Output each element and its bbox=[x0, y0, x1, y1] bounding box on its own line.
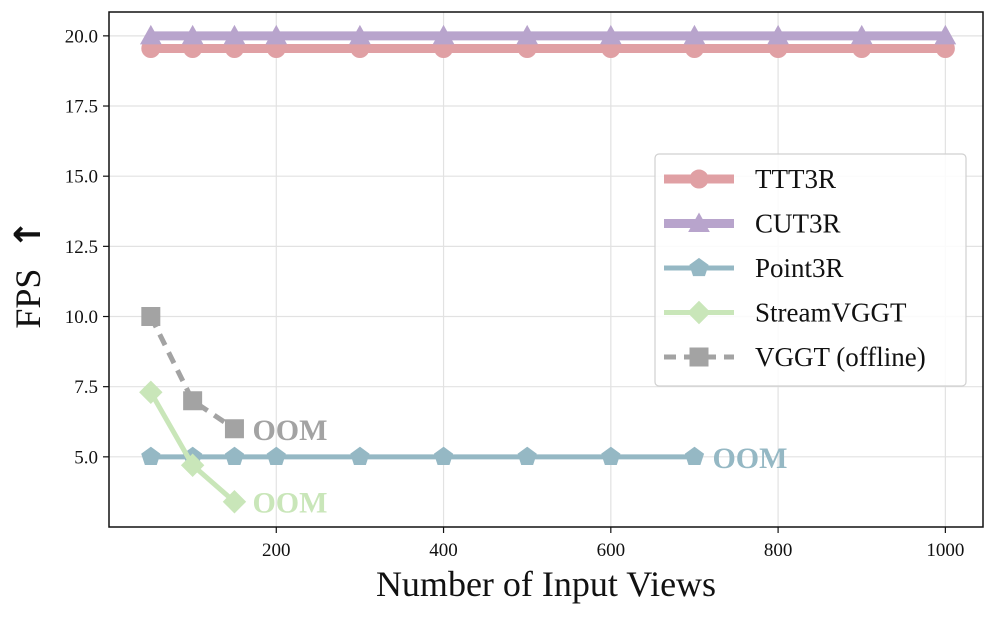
legend-marker-cut3r bbox=[688, 212, 710, 232]
oom-annotations: OOM OOM OOM bbox=[252, 414, 787, 520]
data-point-cut3r bbox=[181, 24, 204, 45]
data-point-point3r bbox=[224, 446, 245, 466]
legend-marker-streamvggt bbox=[687, 300, 711, 325]
oom-label-streamvggt: OOM bbox=[252, 487, 327, 520]
legend-item-streamvggt: StreamVGGT bbox=[664, 298, 907, 328]
data-point-cut3r bbox=[516, 24, 539, 45]
data-point-point3r bbox=[517, 446, 537, 466]
series-line-vggt-offline bbox=[148, 315, 236, 431]
x-axis-ticks: 200 400 600 800 1000 bbox=[262, 527, 964, 561]
oom-label-point3r: OOM bbox=[712, 442, 787, 475]
series-point3r bbox=[141, 446, 705, 466]
y-tick-label: 10.0 bbox=[65, 307, 98, 328]
data-point-vggt-offline bbox=[141, 307, 161, 327]
legend-marker-ttt3r bbox=[689, 169, 709, 189]
legend-item-vggt-offline: VGGT (offline) bbox=[664, 342, 926, 372]
data-point-point3r bbox=[266, 446, 286, 466]
y-axis-title: FPS ↑ bbox=[8, 219, 49, 328]
data-point-point3r bbox=[433, 446, 454, 466]
legend-item-ttt3r: TTT3R bbox=[664, 164, 836, 194]
legend-label-streamvggt: StreamVGGT bbox=[755, 298, 907, 328]
data-point-cut3r bbox=[850, 24, 873, 45]
data-point-streamvggt bbox=[180, 453, 205, 477]
y-axis-ticks: 5.0 7.5 10.0 12.5 15.0 17.5 20.0 bbox=[65, 26, 109, 468]
data-point-cut3r bbox=[599, 24, 622, 45]
x-tick-label: 1000 bbox=[926, 540, 964, 561]
data-point-cut3r bbox=[934, 24, 957, 45]
data-point-cut3r bbox=[265, 24, 288, 45]
legend: TTT3R CUT3R Point3R StreamVGGT VGGT (offline… bbox=[654, 153, 967, 387]
data-point-streamvggt bbox=[139, 380, 163, 404]
data-point-cut3r bbox=[683, 24, 706, 45]
y-tick-label: 12.5 bbox=[65, 237, 98, 258]
up-arrow-icon: ↑ bbox=[8, 219, 49, 249]
legend-label-ttt3r: TTT3R bbox=[755, 164, 836, 194]
legend-item-cut3r: CUT3R bbox=[664, 209, 841, 239]
y-tick-label: 5.0 bbox=[74, 447, 98, 468]
y-tick-label: 7.5 bbox=[74, 377, 98, 398]
legend-marker-point3r bbox=[689, 257, 709, 277]
data-point-point3r bbox=[601, 446, 621, 466]
series-vggt-offline bbox=[141, 307, 244, 439]
x-tick-label: 600 bbox=[597, 540, 626, 561]
legend-marker-vggt-offline bbox=[689, 347, 709, 367]
data-point-cut3r bbox=[432, 24, 455, 45]
oom-label-vggt-offline: OOM bbox=[252, 414, 327, 447]
x-tick-label: 200 bbox=[262, 540, 291, 561]
series-layer bbox=[139, 24, 957, 514]
x-tick-label: 800 bbox=[764, 540, 793, 561]
data-point-point3r bbox=[350, 446, 370, 466]
x-axis-title: Number of Input Views bbox=[376, 564, 716, 604]
legend-label-vggt-offline: VGGT (offline) bbox=[755, 342, 926, 372]
legend-label-point3r: Point3R bbox=[755, 253, 844, 283]
data-point-vggt-offline bbox=[224, 419, 244, 439]
data-point-point3r bbox=[684, 446, 705, 466]
y-axis-title-text: FPS bbox=[8, 269, 48, 329]
x-tick-label: 400 bbox=[429, 540, 458, 561]
data-point-cut3r bbox=[349, 24, 371, 45]
data-point-point3r bbox=[141, 446, 161, 466]
y-tick-label: 15.0 bbox=[65, 167, 98, 188]
data-point-cut3r bbox=[767, 24, 789, 45]
y-axis-title-group: FPS ↑ bbox=[8, 219, 49, 328]
legend-label-cut3r: CUT3R bbox=[755, 209, 841, 239]
data-point-streamvggt bbox=[222, 490, 247, 514]
series-streamvggt bbox=[139, 380, 247, 514]
series-ttt3r bbox=[141, 38, 955, 58]
legend-box bbox=[654, 153, 967, 387]
data-point-cut3r bbox=[139, 24, 162, 45]
y-tick-label: 20.0 bbox=[65, 26, 98, 47]
legend-item-point3r: Point3R bbox=[664, 253, 844, 283]
data-point-cut3r bbox=[223, 24, 246, 45]
series-cut3r bbox=[139, 24, 957, 45]
plot-frame bbox=[108, 11, 984, 528]
data-point-vggt-offline bbox=[183, 391, 203, 411]
y-tick-label: 17.5 bbox=[65, 97, 98, 118]
